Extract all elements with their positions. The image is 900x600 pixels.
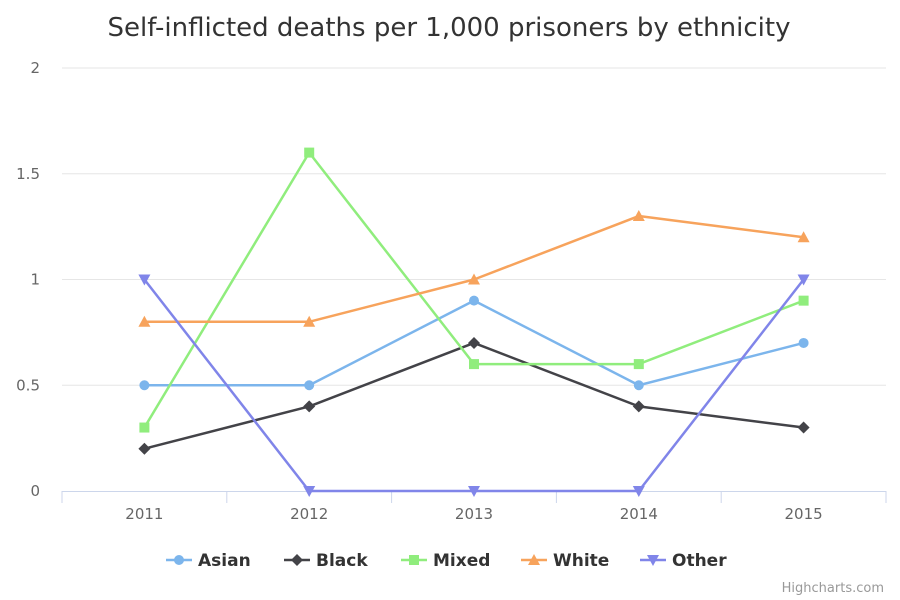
data-point-asian[interactable] xyxy=(798,337,809,348)
data-point-mixed[interactable] xyxy=(633,359,644,370)
y-tick-label: 2 xyxy=(30,59,40,77)
legend-marker-asian xyxy=(174,555,184,565)
chart-title: Self-inflicted deaths per 1,000 prisoner… xyxy=(108,13,791,43)
legend-label-black: Black xyxy=(316,551,368,571)
data-point-mixed[interactable] xyxy=(139,422,150,433)
x-tick-label: 2014 xyxy=(620,505,658,523)
credits-link[interactable]: Highcharts.com xyxy=(782,581,884,596)
y-tick-label: 1.5 xyxy=(16,165,40,183)
legend-label-mixed: Mixed xyxy=(433,551,490,571)
series-asian xyxy=(139,295,809,391)
data-point-white[interactable] xyxy=(797,231,810,243)
data-point-asian[interactable] xyxy=(469,295,479,306)
series-line-white[interactable] xyxy=(143,214,805,324)
legend-marker-other xyxy=(647,555,659,566)
legend-item-other[interactable]: Other xyxy=(640,551,727,571)
data-point-black[interactable] xyxy=(632,400,645,413)
y-tick-label: 0 xyxy=(30,482,40,500)
legend-marker-white xyxy=(528,554,540,565)
series-line-black[interactable] xyxy=(143,341,805,450)
legend-item-asian[interactable]: Asian xyxy=(166,551,251,571)
data-point-other[interactable] xyxy=(797,274,810,286)
data-point-other[interactable] xyxy=(303,486,316,497)
legend: Asian Black Mixed White Other xyxy=(166,551,727,571)
data-point-black[interactable] xyxy=(303,400,316,413)
legend-marker-mixed xyxy=(409,555,419,565)
data-point-white[interactable] xyxy=(303,315,316,327)
legend-item-black[interactable]: Black xyxy=(284,551,368,571)
data-point-mixed[interactable] xyxy=(469,359,479,370)
data-point-mixed[interactable] xyxy=(798,295,809,306)
series-black xyxy=(138,336,810,455)
legend-marker-black xyxy=(291,554,303,566)
data-point-white[interactable] xyxy=(468,273,480,285)
legend-label-asian: Asian xyxy=(198,551,251,571)
data-point-black[interactable] xyxy=(138,442,151,455)
series-other xyxy=(138,274,810,497)
series-mixed xyxy=(139,147,809,433)
y-tick-label: 1 xyxy=(30,271,40,289)
data-point-asian[interactable] xyxy=(139,380,150,391)
data-point-white[interactable] xyxy=(632,210,645,222)
x-tick-label: 2011 xyxy=(125,505,163,523)
data-point-white[interactable] xyxy=(138,315,151,327)
data-point-other[interactable] xyxy=(138,274,151,286)
y-tick-label: 0.5 xyxy=(16,376,40,394)
grid-lines xyxy=(62,67,886,386)
legend-item-mixed[interactable]: Mixed xyxy=(401,551,490,571)
series-white xyxy=(138,210,810,327)
data-point-asian[interactable] xyxy=(304,380,315,391)
legend-label-white: White xyxy=(553,551,609,571)
legend-item-white[interactable]: White xyxy=(521,551,609,571)
data-point-black[interactable] xyxy=(468,336,480,349)
x-tick-label: 2013 xyxy=(455,505,493,523)
data-point-black[interactable] xyxy=(797,421,810,434)
legend-label-other: Other xyxy=(672,551,727,571)
data-point-asian[interactable] xyxy=(633,380,644,391)
y-axis-labels: 0 0.5 1 1.5 2 xyxy=(16,59,40,500)
data-point-other[interactable] xyxy=(632,486,645,497)
x-tick-label: 2012 xyxy=(290,505,328,523)
series-group xyxy=(138,147,810,497)
data-point-other[interactable] xyxy=(468,486,480,497)
data-point-mixed[interactable] xyxy=(304,147,315,158)
x-tick-label: 2015 xyxy=(785,505,823,523)
